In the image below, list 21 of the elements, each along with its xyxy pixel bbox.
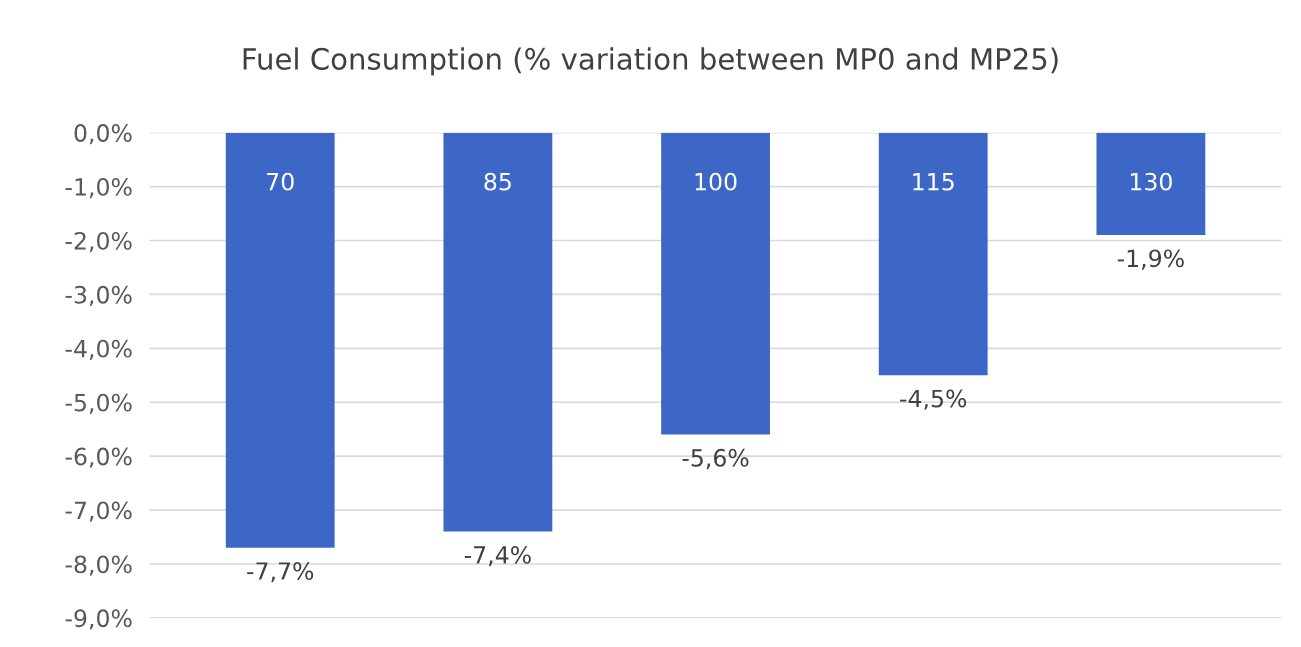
- x-tick-label: 100: [695, 172, 737, 191]
- x-tick-label: 85: [484, 172, 511, 191]
- y-tick-label: -4,0%: [65, 339, 132, 361]
- x-tick-label: 130: [1130, 172, 1172, 191]
- x-tick-label: 115: [913, 173, 954, 191]
- y-tick-label: 0,0%: [74, 124, 132, 145]
- y-tick-label: -7,0%: [65, 501, 132, 522]
- data-label: -1,9%: [1117, 249, 1184, 270]
- y-tick-label: -1,0%: [65, 178, 132, 199]
- data-label: -7,4%: [464, 545, 531, 567]
- data-label: -4,5%: [900, 389, 967, 410]
- y-tick-label: -8,0%: [65, 555, 132, 576]
- y-tick-label: -5,0%: [65, 393, 132, 414]
- data-label: -5,6%: [682, 448, 749, 470]
- y-tick-label: -6,0%: [65, 447, 132, 468]
- chart-title: Fuel Consumption (% variation between MP0 and MP25): [243, 47, 1058, 76]
- y-tick-label: -2,0%: [65, 231, 132, 253]
- data-label: -7,7%: [247, 562, 314, 583]
- y-tick-label: -9,0%: [65, 609, 132, 630]
- y-tick-label: -3,0%: [65, 285, 132, 307]
- x-tick-label: 70: [267, 172, 294, 191]
